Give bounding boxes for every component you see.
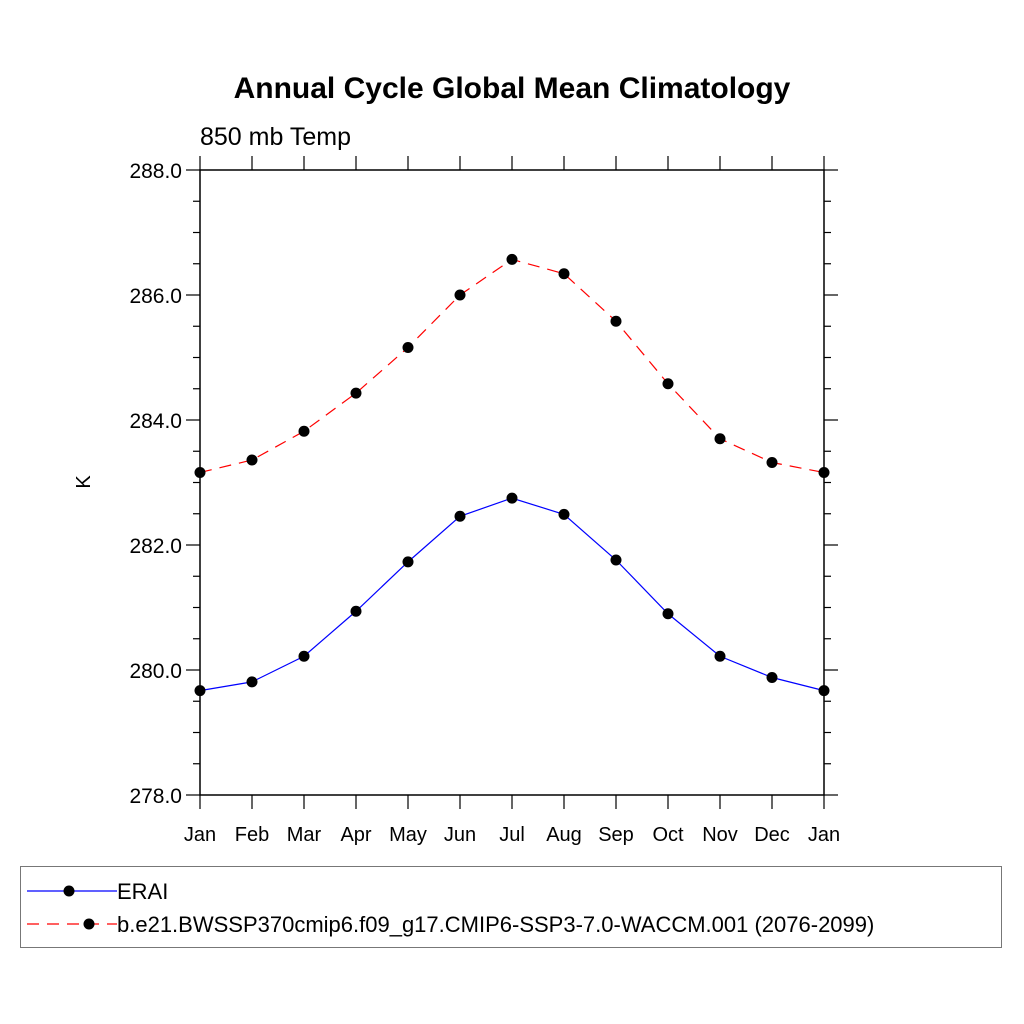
chart: Annual Cycle Global Mean Climatology 850… — [73, 72, 840, 846]
data-point-1-10 — [714, 433, 726, 445]
data-point-0-8 — [610, 554, 622, 566]
legend: ERAI b.e21.BWSSP370cmip6.f09_g17.CMIP6-S… — [20, 866, 1002, 948]
data-point-1-4 — [402, 342, 414, 353]
x-tick-label: Jan — [184, 824, 216, 846]
x-tick-label: Oct — [652, 824, 684, 846]
y-tick-label: 280.0 — [129, 660, 182, 683]
x-tick-label: May — [389, 824, 427, 846]
data-point-1-0 — [194, 467, 206, 478]
data-point-1-3 — [350, 387, 362, 399]
data-point-1-11 — [766, 457, 778, 468]
y-tick-labels: 278.0 280.0 282.0 284.0 286.0 288.0 — [129, 160, 182, 808]
data-point-1-1 — [246, 454, 258, 466]
data-point-1-2 — [298, 425, 310, 437]
legend-label-ssp370: b.e21.BWSSP370cmip6.f09_g17.CMIP6-SSP3-7… — [117, 912, 875, 937]
series-line-1 — [199, 258, 825, 474]
data-point-0-0 — [194, 685, 206, 697]
chart-subtitle: 850 mb Temp — [200, 123, 351, 151]
data-point-0-11 — [766, 672, 778, 683]
data-point-0-3 — [350, 605, 362, 617]
x-tick-label: Sep — [598, 824, 634, 846]
data-point-1-6 — [506, 253, 518, 265]
data-point-0-12 — [818, 685, 830, 697]
data-point-0-5 — [454, 510, 466, 522]
y-tick-label: 278.0 — [129, 785, 182, 808]
y-tick-label: 282.0 — [129, 535, 182, 558]
x-tick-label: Jun — [444, 824, 476, 846]
x-tick-label: Mar — [287, 824, 322, 846]
axis-ticks — [186, 156, 838, 809]
data-point-0-2 — [298, 650, 310, 662]
data-point-0-4 — [402, 556, 414, 568]
legend-swatch-ssp370 — [27, 918, 117, 930]
x-tick-label: Nov — [702, 824, 738, 846]
chart-title: Annual Cycle Global Mean Climatology — [234, 72, 791, 105]
data-point-0-7 — [558, 508, 570, 520]
x-tick-label: Jan — [808, 824, 840, 846]
legend-label-erai: ERAI — [117, 879, 169, 904]
data-point-1-5 — [454, 289, 466, 301]
data-point-1-9 — [662, 378, 674, 390]
data-point-0-1 — [246, 676, 258, 688]
data-point-1-8 — [610, 315, 622, 327]
x-tick-label: Feb — [235, 824, 269, 846]
x-tick-label: Dec — [754, 824, 790, 846]
series-group — [194, 253, 830, 697]
y-tick-label: 286.0 — [129, 285, 182, 308]
data-point-1-12 — [818, 467, 830, 478]
data-point-0-9 — [662, 608, 674, 620]
y-tick-label: 284.0 — [129, 410, 182, 433]
data-point-0-10 — [714, 650, 726, 662]
legend-entry-erai: ERAI — [21, 877, 1001, 907]
x-tick-label: Jul — [499, 824, 525, 846]
legend-entry-ssp370: b.e21.BWSSP370cmip6.f09_g17.CMIP6-SSP3-7… — [21, 910, 1001, 940]
x-tick-labels: Jan Feb Mar Apr May Jun Jul Aug Sep Oct Nov Dec Jan — [184, 824, 840, 846]
y-axis-label: K — [73, 475, 95, 489]
x-tick-label: Aug — [546, 824, 582, 846]
y-tick-label: 288.0 — [129, 160, 182, 183]
data-point-0-6 — [506, 492, 518, 504]
series-line-0 — [199, 497, 825, 692]
data-point-1-7 — [558, 268, 570, 280]
x-tick-label: Apr — [340, 824, 371, 846]
legend-swatch-erai — [27, 885, 117, 897]
